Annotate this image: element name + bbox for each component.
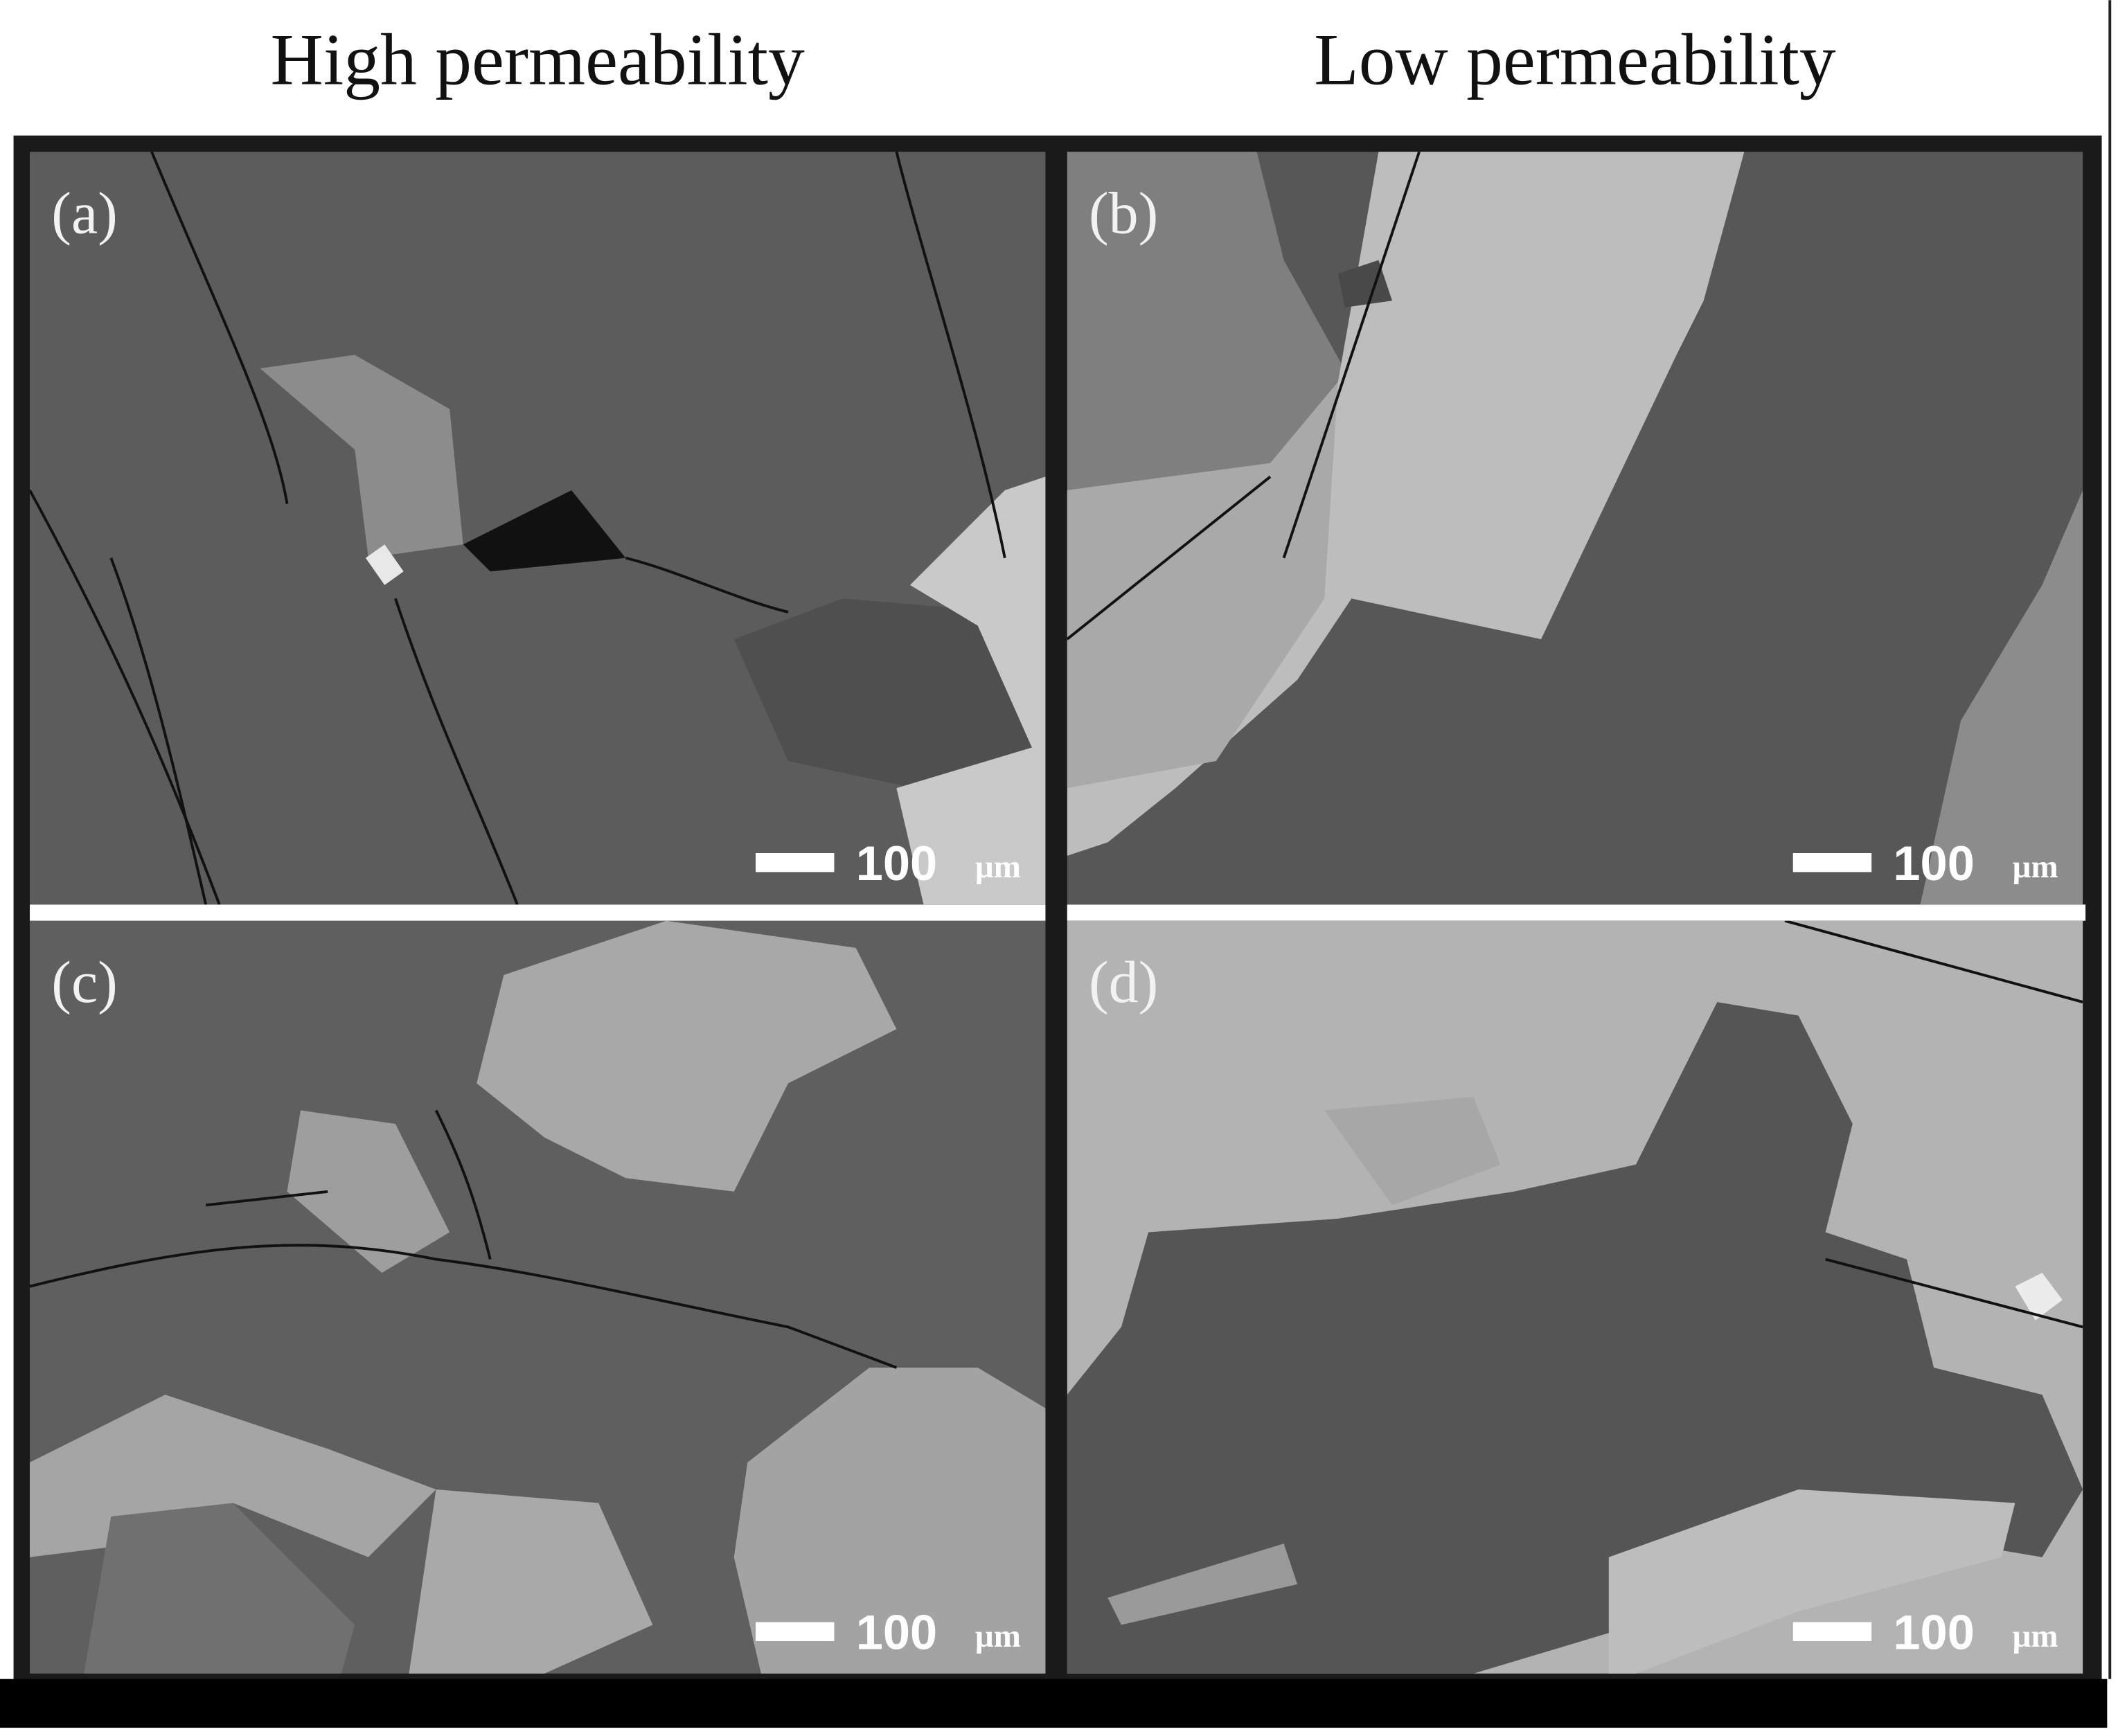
grain — [733, 1367, 1046, 1674]
bottom-bar — [0, 1679, 2108, 1728]
grain — [896, 476, 1046, 905]
crack — [30, 490, 221, 905]
crack — [434, 1109, 492, 1260]
scale-bar — [1792, 852, 1872, 873]
column-header: High permeability — [271, 19, 805, 100]
panel-label: (c) — [51, 949, 117, 1015]
grain — [1920, 490, 2083, 905]
scale-value: 100 — [1893, 1605, 1974, 1660]
grain — [463, 490, 626, 572]
crack — [625, 556, 789, 614]
grain — [1608, 1489, 2015, 1674]
scale-value: 100 — [856, 836, 937, 891]
grain — [409, 1489, 653, 1674]
micrograph: (d) 100 µm — [1067, 920, 2083, 1674]
panel-label: (a) — [51, 179, 117, 246]
crack — [30, 1244, 898, 1369]
scale-value: 100 — [856, 1605, 937, 1660]
micrograph-image — [1067, 152, 2083, 905]
crack — [1784, 920, 2083, 1003]
crack — [150, 152, 289, 504]
scale-unit: µm — [975, 1618, 1021, 1654]
micrograph-image — [30, 920, 1046, 1674]
grain — [1067, 382, 1338, 789]
crack — [205, 1190, 328, 1207]
separator — [1067, 904, 2086, 921]
scale-unit: µm — [975, 849, 1021, 885]
scale-value: 100 — [1893, 836, 1974, 891]
grain — [1107, 1543, 1298, 1625]
scale-bar — [756, 852, 835, 873]
micrograph: (c) 100 µm — [30, 920, 1046, 1674]
grain — [1067, 152, 1352, 490]
grain — [84, 1503, 355, 1674]
scale-unit: µm — [2012, 1618, 2058, 1654]
micrograph: (b) 100 µm — [1067, 152, 2083, 905]
grain — [1324, 1096, 1501, 1206]
grain — [287, 1110, 450, 1273]
grain — [477, 920, 897, 1192]
column-header: Low permeability — [1314, 19, 1836, 100]
scale-bar — [756, 1622, 835, 1641]
crack — [1067, 475, 1272, 641]
crack — [394, 598, 519, 905]
crack — [895, 152, 1006, 559]
micrograph: (a) 100 µm — [30, 152, 1046, 905]
crack — [1282, 152, 1421, 559]
micrograph-image — [30, 152, 1046, 905]
scale-bar — [1792, 1622, 1872, 1641]
grain — [365, 544, 404, 585]
panel-label: (b) — [1089, 179, 1158, 246]
grain — [733, 598, 1032, 802]
scale-unit: µm — [2012, 849, 2058, 885]
crack — [109, 557, 208, 905]
grain — [2015, 1273, 2063, 1321]
grain — [260, 355, 463, 558]
crack — [1825, 1258, 2083, 1329]
panel-label: (d) — [1089, 949, 1158, 1015]
micrograph-image — [1067, 920, 2083, 1674]
separator — [30, 904, 1046, 921]
